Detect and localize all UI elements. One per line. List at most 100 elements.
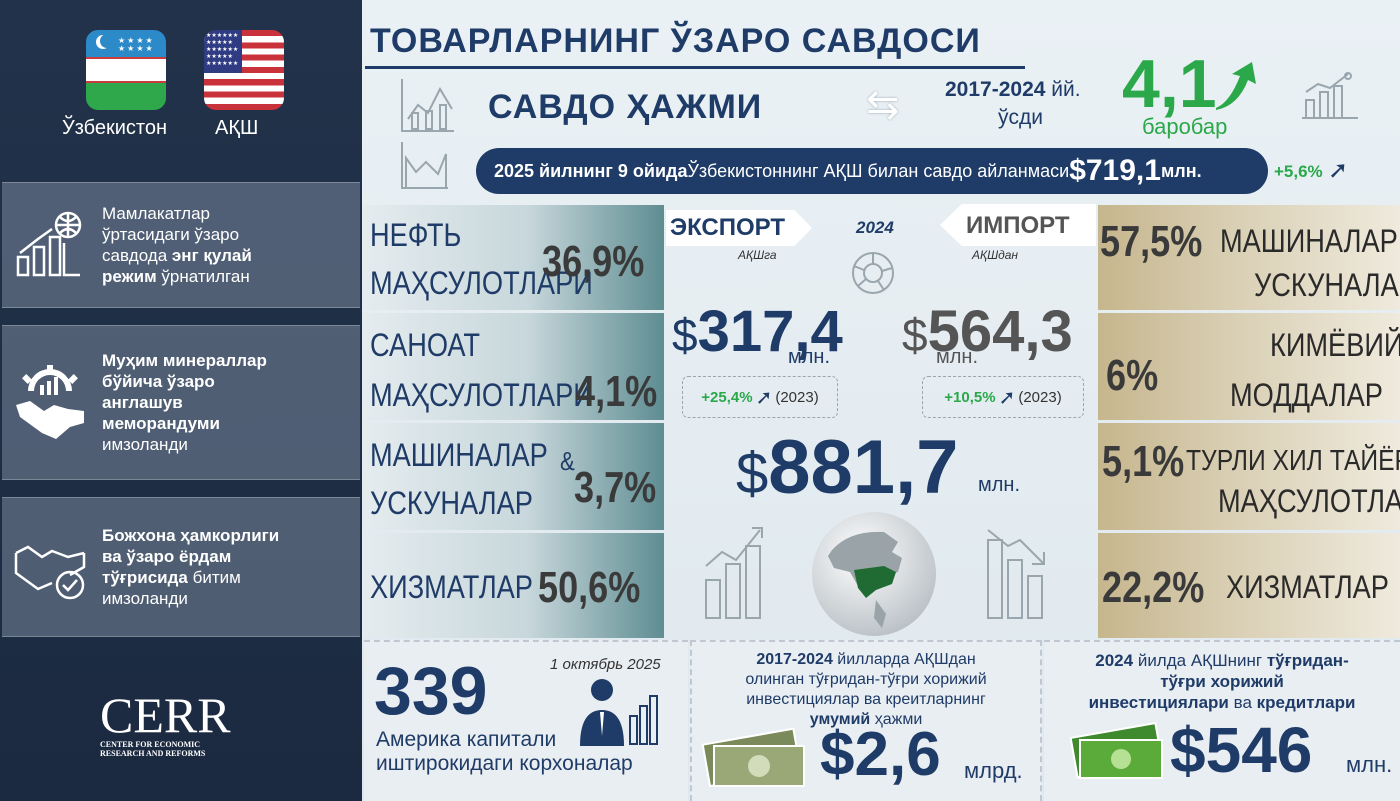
mfn-line2: ўртасидаги ўзаро [102,225,240,244]
minerals-line1: Муҳим минераллар [102,351,267,370]
import-finished-value: 5,1% [1102,437,1185,486]
trade-volume-label: САВДО ҲАЖМИ [488,88,763,126]
banner-unit: млн. [1160,160,1202,181]
import-arrow-shape [940,204,1096,246]
fdi-text: 2024 йилда АҚШнинг тўғридан- тўғри хориж… [1044,650,1400,713]
investments-box: 2017-2024 йилларда АҚШдан олинган тўғрид… [690,640,1042,801]
customs-line2: ва ўзаро ёрдам [102,547,232,566]
customs-line3a: тўғрисида [102,568,188,587]
import-machinery-label1: МАШИНАЛАР & [1220,223,1400,259]
export-row-services: ХИЗМАТЛАР 50,6% [362,533,664,638]
import-row-services: 22,2% ХИЗМАТЛАР [1098,533,1400,638]
total-amount: $881,7 [736,424,958,511]
investments-l2: олинган тўғридан-тўғри хорижий [745,671,987,688]
companies-date: 1 октябрь 2025 [550,656,661,673]
gear-handshake-icon [16,364,84,439]
money-green-icon [1070,722,1164,779]
growth-period: 2017-2024 йй. [945,78,1081,102]
investments-period: 2017-2024 [756,651,833,668]
export-oil-label2: МАҲСУЛОТЛАРИ [370,265,593,301]
companies-line2: иштирокидаги корхоналар [376,752,633,775]
export-industrial-value: 4,1% [575,367,658,416]
growth-period-years: 2017-2024 [945,78,1046,101]
import-chemicals-label2: МОДДАЛАР [1230,377,1383,413]
export-change: +25,4% [701,388,753,406]
import-label: ИМПОРТ [966,212,1070,239]
import-amount: $564,3 [902,298,1073,365]
bar-growth-left-icon [705,527,763,619]
companies-line1: Америка капитали [376,728,557,751]
import-row-machinery: 57,5% МАШИНАЛАР & УСКУНАЛАР [1098,205,1400,310]
import-change-box: +10,5% ➚ (2023) [922,376,1084,418]
area-chart-icon [401,142,448,189]
fdi-l1a: йилда АҚШнинг [1133,651,1267,670]
banner-arrow-icon: ➚ [1328,157,1349,184]
total-value: 881,7 [768,425,959,510]
export-services-label: ХИЗМАТЛАР [370,569,533,605]
import-change: +10,5% [944,388,996,406]
uzbekistan-flag-icon: ★★★★ ★★★★ [86,30,166,110]
export-arrow-shape [666,210,812,246]
minerals-line2: бўйича ўзаро [102,372,215,391]
import-finished-label2: МАҲСУЛОТЛАР [1218,483,1400,519]
total-currency: $ [736,441,769,506]
investments-l4b: ҳажми [870,711,923,728]
import-row-chemicals: 6% КИМЁВИЙ МОДДАЛАР [1098,313,1400,420]
total-unit: млн. [978,474,1021,496]
export-oil-label1: НЕФТЬ [370,217,462,253]
bar-growth-icon [1302,72,1358,119]
minerals-line4: меморандуми [102,414,220,433]
banner-period: 2025 йилнинг 9 ойида [494,160,688,181]
import-change-arrow-icon: ➚ [998,386,1016,409]
growth-value: 4,1 [1122,46,1217,122]
import-value: 564,3 [927,299,1073,364]
customs-line4: имзоланди [102,589,188,608]
minerals-memo-box: Муҳим минераллар бўйича ўзаро англашув м… [2,325,360,480]
export-machinery-label2: УСКУНАЛАР [370,485,533,521]
globe-north-america-icon [812,512,936,636]
title-underline [365,66,1025,69]
banner-change: +5,6% [1274,162,1323,181]
fdi-l3b: ва [1228,693,1257,712]
mfn-line3b: энг қулай [171,246,252,265]
investments-unit: млрд. [964,758,1023,783]
import-change-year: (2023) [1018,388,1062,406]
year-label: 2024 [856,218,894,237]
export-label: ЭКСПОРТ [670,214,786,241]
export-machinery-value: 3,7% [574,463,657,512]
export-currency: $ [672,309,698,361]
uzbekistan-label: Ўзбекистон [62,117,168,139]
mfn-line3a: савдода [102,246,172,265]
growth-unit: баробар [1142,114,1228,139]
import-chemicals-label1: КИМЁВИЙ [1270,327,1400,363]
export-amount: $317,4 [672,298,843,365]
fdi-l1b: тўғридан- [1266,651,1349,670]
companies-count: 339 [374,653,488,729]
import-unit: млн. [936,346,979,368]
mfn-line4a: режим [102,267,157,286]
banner-text: Ўзбекистоннинг АҚШ билан савдо айланмаси [687,160,1070,181]
export-change-year: (2023) [775,388,819,406]
bar-decline-right-icon [987,529,1045,619]
fdi-unit: млн. [1346,752,1393,777]
companies-box: 339 1 октябрь 2025 Америка капитали ишти… [364,640,688,801]
import-machinery-value: 57,5% [1100,217,1203,266]
investments-value: $2,6 [820,720,941,789]
minerals-line3: англашув [102,393,183,412]
investments-l4a: умумий [809,711,871,728]
export-services-value: 50,6% [538,563,641,612]
q3-2025-banner: 2025 йилнинг 9 ойида Ўзбекистоннинг АҚШ … [476,148,1268,194]
export-row-oil: НЕФТЬ МАҲСУЛОТЛАРИ 36,9% [362,205,664,310]
import-chemicals-value: 6% [1106,351,1159,400]
fdi-l2: тўғри хорижий [1160,672,1284,691]
customs-line1: Божхона ҳамкорлиги [102,526,280,545]
growth-period-unit: йй. [1045,78,1081,101]
cerr-logo-sub2: RESEARCH AND REFORMS [100,749,206,758]
businessman-chart-icon [580,679,658,746]
fdi-value: $546 [1170,714,1313,786]
trade-chart-globe-icon [16,211,82,277]
export-value: 317,4 [697,299,843,364]
export-machinery-amp: & [560,446,575,476]
fdi-year: 2024 [1095,651,1134,670]
import-machinery-label2: УСКУНАЛАР [1254,267,1400,303]
